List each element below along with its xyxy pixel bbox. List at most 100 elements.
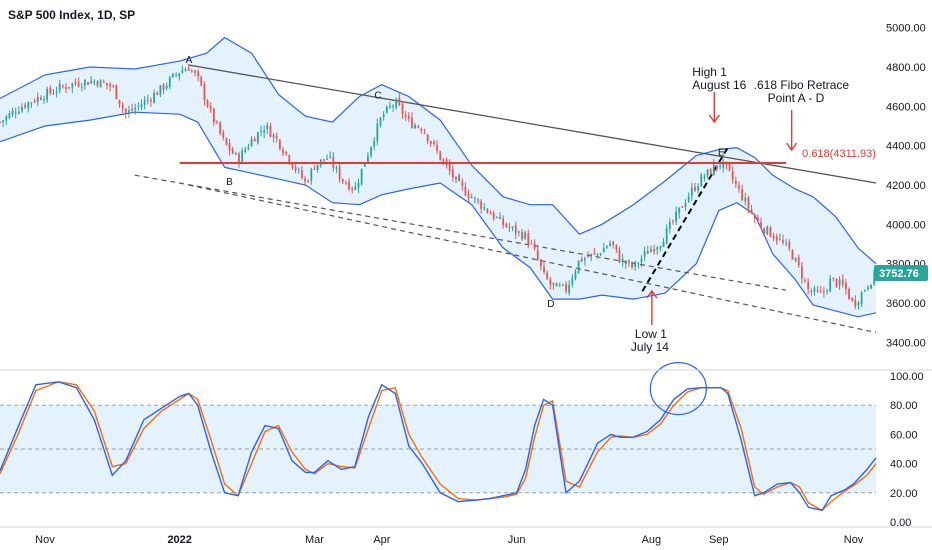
candle-body [118,99,121,105]
candle-body [766,226,769,235]
rally-trendline [641,147,729,292]
candle-body [162,84,165,90]
candle-body [27,102,30,109]
candle-body [30,102,33,104]
candle-body [137,105,140,107]
candle-body [297,169,300,171]
candle-body [769,227,772,237]
chart-title: S&P 500 Index, 1D, SP [8,8,135,22]
candle-body [407,115,410,119]
candle-body [690,187,693,196]
candle-body [659,246,662,249]
candle-body [822,291,825,293]
candle-body [712,164,715,175]
candle-body [555,283,558,287]
arrow-low1-head [646,289,658,299]
candle-body [461,181,464,186]
candle-body [511,226,514,228]
candle-body [288,155,291,164]
candle-body [558,285,561,287]
candle-body [439,151,442,160]
candle-body [841,279,844,285]
candle-body [272,134,275,138]
candle-body [382,114,385,117]
candle-body [150,99,152,102]
candle-body [539,259,542,267]
candle-body [533,243,536,249]
candle-body [39,97,42,100]
candle-body [269,125,272,138]
candle-body [216,121,218,123]
candle-body [294,166,297,171]
candle-body [530,243,533,245]
time-tick-label: Mar [305,534,324,546]
candle-body [206,100,209,107]
candle-body [11,110,14,115]
price-tick-label: 4400.00 [886,141,926,153]
candle-body [646,251,649,254]
time-tick-label: Nov [844,534,864,546]
candle-body [521,232,523,240]
candle-body [455,176,457,180]
candle-body [115,84,118,100]
candle-body [231,149,234,154]
candle-body [395,99,398,108]
stoch-highlight-circle [649,362,707,416]
candle-body [731,171,734,180]
candle-body [867,287,869,289]
candle-body [684,203,687,207]
candle-body [650,249,652,253]
point-label-e: E [718,148,725,159]
candle-body [203,84,206,101]
candle-body [621,258,624,263]
candle-body [124,108,127,114]
candle-body [90,80,93,84]
candle-body [606,246,608,249]
candle-body [392,105,394,108]
candle-body [599,253,602,255]
candle-body [845,282,847,290]
candle-body [791,250,794,260]
candle-body [197,71,200,77]
price-tick-label: 5000.00 [886,23,926,35]
stoch-tick-label: 60.00 [890,429,918,441]
candle-body [322,159,325,161]
candle-body [489,213,492,215]
candle-body [694,186,696,191]
candle-body [800,266,803,279]
candle-body [637,263,640,265]
candle-body [360,168,363,185]
candle-body [370,146,372,156]
stoch-tick-label: 40.00 [890,459,918,471]
candle-body [65,87,67,89]
point-label-b: B [226,177,233,188]
price-tick-label: 4800.00 [886,62,926,74]
candle-body [404,115,407,117]
candle-body [219,122,222,134]
annotation-high1-line2: August 16 [692,78,746,92]
candle-body [467,193,470,198]
candle-body [835,278,838,287]
candle-body [747,197,750,209]
candle-body [417,126,420,128]
candle-body [367,155,369,164]
candle-body [565,283,567,292]
candle-body [782,239,784,243]
candle-body [744,197,747,202]
candle-body [568,284,571,294]
candle-body [68,87,71,89]
annotation-low1-line2: July 14 [631,340,669,354]
candle-body [643,251,646,257]
candle-body [624,260,627,264]
candle-body [804,280,806,282]
candle-body [863,290,866,292]
candle-body [816,290,819,292]
candle-body [326,158,328,160]
candle-body [354,186,357,190]
candle-body [631,262,633,268]
candle-body [348,181,350,190]
channel-upper-dashed [134,174,787,291]
time-tick-label: Jun [508,534,526,546]
candle-body [398,97,401,106]
